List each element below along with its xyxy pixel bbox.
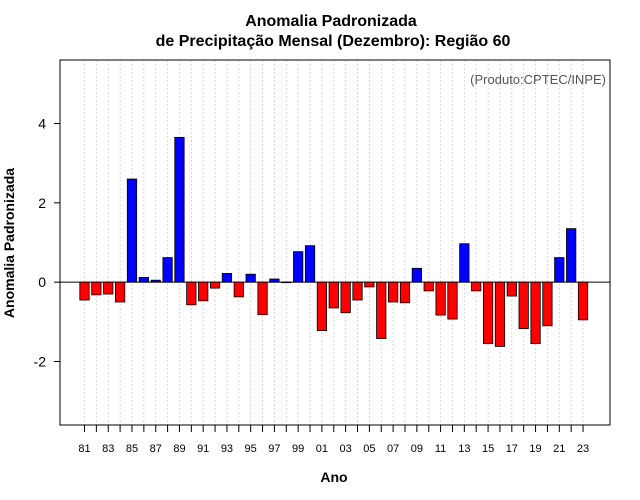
x-tick-label: 95 (245, 443, 257, 455)
bar-2016 (494, 281, 506, 347)
bar-1996 (257, 281, 268, 316)
bar-2008 (399, 281, 411, 304)
x-tick-label: 17 (506, 443, 518, 455)
bar-2009 (411, 267, 422, 283)
bar-2006 (376, 281, 387, 339)
bar-1984 (115, 281, 126, 303)
x-tick-label: 85 (126, 443, 138, 455)
x-tick-label: 21 (553, 443, 565, 455)
bar-1999 (293, 251, 304, 283)
bar-2004 (352, 281, 363, 301)
bar-2015 (482, 281, 494, 345)
bar-1995 (245, 273, 256, 283)
grid (84, 60, 584, 425)
x-tick-label: 03 (340, 443, 352, 455)
bar-2019 (530, 281, 541, 345)
x-tick-label: 87 (150, 443, 162, 455)
bar-2012 (447, 281, 458, 320)
bar-1988 (162, 257, 173, 283)
x-tick-label: 97 (268, 443, 280, 455)
x-tick-label: 91 (197, 443, 209, 455)
bar-2007 (388, 281, 399, 303)
plot-frame (59, 59, 611, 426)
bars (79, 136, 589, 347)
bar-1991 (198, 281, 209, 302)
y-tick-label: 2 (38, 195, 46, 211)
bar-2017 (506, 281, 517, 297)
x-tick-label: 99 (292, 443, 304, 455)
x-tick-label: 11 (435, 443, 446, 455)
x-axis: 81 83 85 87 89 91 93 95 97 99 01 03 05 07 09 11 13 15 17 19… (78, 425, 589, 455)
y-tick-label: 0 (38, 274, 46, 290)
x-tick-label: 89 (173, 443, 185, 455)
bar-2002 (328, 281, 339, 309)
bar-1982 (91, 281, 102, 296)
bar-1986 (138, 277, 149, 283)
x-tick-label: 81 (78, 443, 90, 455)
x-tick-label: 15 (482, 443, 494, 455)
credit-label: (Produto:CPTEC/INPE) (470, 72, 606, 87)
bar-1985 (126, 178, 138, 283)
bar-1992 (209, 281, 221, 289)
x-tick-label: 01 (316, 443, 328, 455)
x-tick-label: 07 (387, 443, 399, 455)
bar-1998 (281, 281, 292, 284)
bar-1989 (174, 136, 185, 283)
bar-1983 (103, 281, 114, 295)
bar-2018 (518, 281, 529, 329)
bar-1994 (233, 281, 244, 298)
bar-2005 (364, 281, 375, 288)
bar-2003 (340, 281, 351, 314)
bar-1997 (269, 278, 280, 283)
x-axis-title: Ano (320, 469, 347, 485)
x-tick-label: 13 (458, 443, 470, 455)
bar-1987 (150, 279, 161, 283)
bar-2011 (435, 281, 446, 316)
bar-2001 (316, 281, 328, 331)
x-tick-label: 93 (221, 443, 233, 455)
bar-2000 (304, 245, 316, 283)
chart-subtitle: de Precipitação Mensal (Dezembro): Regiã… (156, 33, 511, 50)
bar-2023 (577, 281, 589, 321)
bar-1990 (186, 281, 197, 306)
y-axis-title: Anomalia Padronizada (1, 168, 17, 318)
bar-2013 (459, 243, 470, 283)
bar-1993 (221, 273, 233, 283)
bar-2022 (566, 228, 577, 283)
y-axis: -2 0 2 4 (34, 115, 60, 370)
y-tick-label: 4 (38, 115, 46, 131)
x-tick-label: 05 (363, 443, 375, 455)
y-tick-label: -2 (34, 354, 47, 370)
chart-title: Anomalia Padronizada (245, 13, 417, 30)
x-tick-label: 83 (102, 443, 114, 455)
x-tick-label: 09 (411, 443, 423, 455)
bar-2021 (554, 257, 565, 283)
bar-2014 (471, 281, 482, 292)
bar-1981 (79, 281, 90, 301)
bar-2010 (423, 281, 434, 292)
bar-2020 (542, 281, 553, 327)
x-tick-label: 23 (577, 443, 589, 455)
x-tick-label: 19 (529, 443, 541, 455)
